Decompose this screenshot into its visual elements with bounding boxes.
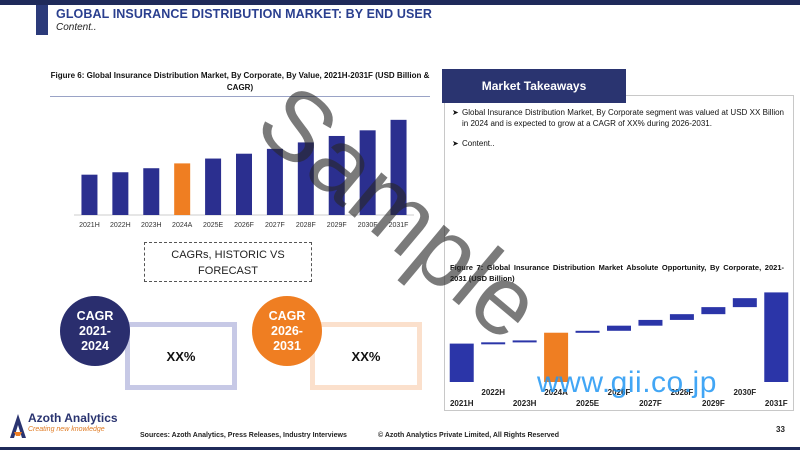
- waterfall-bar-2031F: [764, 292, 789, 382]
- bar-2031F: [390, 119, 407, 215]
- waterfall-bar-2027F: [638, 319, 663, 326]
- x-tick-label: 2029F: [702, 399, 725, 408]
- bar-2021H: [81, 174, 98, 215]
- x-tick-label: 2024A: [544, 388, 568, 397]
- historic-cagr-value: XX%: [166, 348, 196, 364]
- x-tick-label: 2029F: [327, 222, 347, 229]
- bar-chart: 2021H 2022H 2023H 2024A 2025E 2026F 2027F 2028F…: [74, 119, 414, 229]
- bar-2028F: [297, 142, 314, 215]
- bar-2025E: [205, 158, 222, 215]
- x-tick-label: 2026F: [608, 388, 631, 397]
- bar-2022H: [112, 172, 129, 215]
- takeaway-item: ➤ Content..: [452, 138, 784, 149]
- waterfall-chart: 2021H 2022H 2023H 2024A 2025E 2026F 2027F 2028F…: [449, 292, 789, 408]
- x-tick-label: 2026F: [234, 222, 254, 229]
- x-tick-label: 2031F: [765, 399, 788, 408]
- bar-2029F: [328, 135, 345, 215]
- x-tick-label: 2021H: [450, 399, 474, 408]
- forecast-cagr-period-end: 2031: [273, 338, 301, 353]
- x-tick-label: 2030F: [733, 388, 756, 397]
- x-tick-label: 2025E: [576, 399, 600, 408]
- figure-divider: [50, 96, 430, 97]
- forecast-cagr-period-start: 2026-: [271, 323, 303, 338]
- waterfall-chart-title: Figure 7: Global Insurance Distribution …: [450, 263, 784, 283]
- historic-cagr-period-end: 2024: [81, 338, 109, 353]
- historic-cagr-label: CAGR: [76, 308, 114, 323]
- x-tick-label: 2024A: [172, 222, 193, 229]
- takeaway-text: Global Insurance Distribution Market, By…: [462, 108, 784, 128]
- cagr-heading: CAGRs, HISTORIC VS FORECAST: [144, 242, 312, 282]
- bar-chart-title: Figure 6: Global Insurance Distribution …: [50, 71, 430, 92]
- footer-sources: Sources: Azoth Analytics, Press Releases…: [140, 432, 347, 439]
- logo-name: Azoth Analytics: [28, 411, 118, 425]
- takeaways-panel: [444, 95, 794, 411]
- historic-cagr-circle: CAGR 2021- 2024: [60, 296, 130, 366]
- x-tick-label: 2025E: [203, 222, 224, 229]
- waterfall-bar-2023H: [512, 340, 537, 343]
- x-tick-label: 2028F: [296, 222, 316, 229]
- bar-2023H: [143, 168, 160, 215]
- site-watermark: www.gii.co.jp: [537, 366, 717, 399]
- footer-copyright: © Azoth Analytics Private Limited, All R…: [378, 432, 559, 439]
- waterfall-bar-2029F: [701, 307, 726, 315]
- x-tick-label: 2027F: [265, 222, 285, 229]
- forecast-cagr-label: CAGR: [268, 308, 306, 323]
- x-tick-label: 2022H: [481, 388, 505, 397]
- x-tick-label: 2022H: [110, 222, 131, 229]
- waterfall-bar-2026F: [607, 325, 631, 331]
- page-title: GLOBAL INSURANCE DISTRIBUTION MARKET: BY…: [56, 7, 432, 21]
- x-tick-label: 2027F: [639, 399, 662, 408]
- x-tick-label: 2028F: [671, 388, 694, 397]
- takeaway-item: ➤ Global Insurance Distribution Market, …: [452, 107, 784, 129]
- forecast-cagr-value: XX%: [351, 348, 381, 364]
- waterfall-bar-2025E: [575, 330, 600, 333]
- page-number: 33: [776, 425, 785, 434]
- top-accent-bar: [0, 0, 800, 5]
- arrow-bullet-icon: ➤: [452, 108, 459, 117]
- title-accent-block: [36, 5, 48, 35]
- bar-2027F: [266, 148, 283, 215]
- x-tick-label: 2030F: [358, 222, 378, 229]
- forecast-cagr-circle: CAGR 2026- 2031: [252, 296, 322, 366]
- x-tick-label: 2021H: [79, 222, 100, 229]
- cagr-heading-line1: CAGRs, HISTORIC VS: [171, 249, 285, 261]
- x-tick-label: 2023H: [513, 399, 537, 408]
- waterfall-bar-2030F: [732, 298, 757, 308]
- bar-2024A: [174, 163, 191, 215]
- azoth-logo-icon: [10, 414, 26, 438]
- takeaways-header: Market Takeaways: [442, 69, 626, 103]
- bar-2030F: [359, 130, 376, 215]
- waterfall-bar-2022H: [481, 342, 506, 345]
- waterfall-bar-2024A: [544, 332, 569, 382]
- takeaways-list: ➤ Global Insurance Distribution Market, …: [452, 107, 784, 158]
- cagr-heading-line2: FORECAST: [198, 265, 258, 277]
- x-tick-label: 2031F: [389, 222, 409, 229]
- waterfall-bar-2021H: [449, 343, 474, 382]
- bar-2026F: [236, 153, 252, 215]
- page-subtitle: Content..: [56, 22, 97, 33]
- x-tick-label: 2023H: [141, 222, 162, 229]
- historic-cagr-box: XX%: [125, 322, 237, 390]
- logo-tagline: Creating new knowledge: [28, 426, 105, 433]
- bottom-accent-bar: [0, 447, 800, 450]
- arrow-bullet-icon: ➤: [452, 139, 459, 148]
- waterfall-bar-2028F: [669, 314, 694, 320]
- takeaway-text: Content..: [462, 139, 495, 148]
- historic-cagr-period-start: 2021-: [79, 323, 111, 338]
- forecast-cagr-box: XX%: [310, 322, 422, 390]
